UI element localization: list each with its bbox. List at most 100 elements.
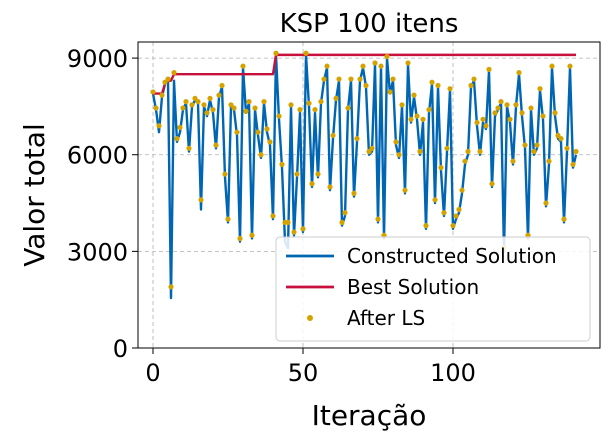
data-point (297, 107, 303, 113)
data-point (183, 98, 189, 105)
data-point (168, 284, 174, 290)
data-point (198, 197, 204, 203)
data-point (399, 102, 405, 108)
axes-frame (137, 41, 601, 349)
data-point (243, 108, 249, 114)
data-point (252, 105, 258, 111)
x-tick-label: 0 (145, 359, 160, 387)
data-point (309, 181, 315, 187)
data-point (498, 98, 504, 105)
data-point (444, 145, 450, 151)
data-point (561, 216, 567, 222)
data-point (156, 123, 162, 129)
legend-label-1: Best Solution (347, 275, 479, 299)
data-point (165, 76, 171, 82)
data-point (396, 152, 402, 158)
data-point (474, 119, 480, 126)
data-point (159, 92, 165, 98)
data-point (405, 60, 411, 66)
series-line-0 (151, 53, 578, 300)
data-point (411, 92, 417, 98)
data-point (261, 98, 267, 105)
data-point (435, 82, 441, 89)
data-point (333, 95, 339, 101)
data-point (258, 152, 264, 158)
data-point (186, 145, 192, 151)
data-point (345, 105, 351, 111)
legend-label-0: Constructed Solution (347, 244, 557, 268)
data-point (216, 92, 222, 98)
data-point (486, 66, 492, 72)
series-line-1 (153, 53, 576, 95)
data-point (447, 86, 453, 92)
data-point (291, 229, 297, 235)
data-point (171, 70, 177, 76)
data-point (225, 216, 231, 222)
data-point (567, 63, 573, 69)
data-point (279, 161, 285, 167)
data-point (414, 113, 420, 119)
data-point (483, 123, 489, 129)
x-tick-label: 100 (430, 359, 476, 387)
data-point (150, 89, 156, 95)
data-point (312, 107, 318, 113)
data-point (462, 158, 468, 164)
data-point (267, 139, 273, 145)
data-point (489, 181, 495, 187)
data-point (348, 76, 354, 82)
data-point (210, 107, 216, 113)
x-axis-title: Iteração (312, 399, 427, 432)
data-point (222, 171, 228, 177)
data-point (201, 102, 207, 108)
data-point (465, 148, 471, 155)
data-point (522, 142, 528, 148)
data-point (327, 184, 333, 190)
data-point (219, 82, 225, 89)
data-point (417, 148, 423, 155)
data-point (549, 63, 555, 69)
data-point (408, 116, 414, 122)
data-point (246, 98, 252, 105)
data-point (174, 136, 180, 142)
data-point (207, 95, 213, 101)
data-point (492, 110, 498, 116)
data-point (378, 63, 384, 69)
y-axis-title: Valor total (18, 123, 51, 267)
data-point (390, 76, 396, 82)
data-point (441, 210, 447, 216)
data-point (249, 232, 255, 238)
data-point (357, 76, 363, 82)
data-point (513, 102, 519, 108)
data-point (432, 197, 438, 203)
data-point (537, 86, 543, 92)
data-point (363, 82, 369, 89)
data-point (540, 113, 546, 119)
data-point (339, 219, 345, 225)
x-tick-label: 50 (288, 359, 319, 387)
legend-label-2: After LS (347, 306, 425, 330)
data-point (480, 116, 486, 122)
data-point (369, 145, 375, 151)
legend-box (275, 236, 591, 342)
data-point (387, 89, 393, 95)
data-point (495, 105, 501, 111)
data-point (303, 50, 309, 56)
y-tick-label: 3000 (67, 238, 128, 266)
data-point (564, 145, 570, 151)
data-point (351, 190, 357, 196)
data-point (420, 116, 426, 122)
y-tick-label: 6000 (67, 142, 128, 170)
data-point (324, 63, 330, 69)
data-point (546, 158, 552, 164)
y-tick-label: 0 (113, 335, 128, 363)
data-point (354, 136, 360, 142)
data-point (213, 142, 219, 148)
data-point (270, 213, 276, 219)
data-point (534, 142, 540, 148)
data-point (471, 76, 477, 82)
data-point (240, 63, 246, 69)
data-point (426, 107, 432, 113)
data-point (306, 100, 312, 106)
data-point (237, 235, 243, 242)
